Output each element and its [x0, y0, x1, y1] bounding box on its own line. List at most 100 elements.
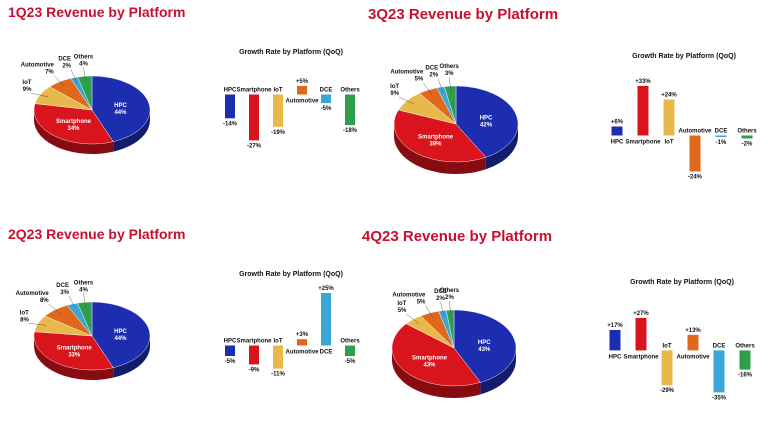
pie-leader-automotive	[48, 303, 61, 314]
bar-value-iot: +24%	[661, 93, 677, 99]
pie-label-hpc: HPC	[478, 340, 491, 346]
bar-value-smartphone: +27%	[633, 311, 649, 317]
growth-chart-1q23: Growth Rate by Platform (QoQ) -14% HPC -27%…	[212, 46, 362, 176]
pie-value-iot: 5%	[398, 308, 407, 314]
bar-others	[741, 135, 753, 139]
title-3q23: 3Q23 Revenue by Platform	[368, 6, 559, 23]
title-2q23: 2Q23 Revenue by Platform	[8, 226, 186, 242]
bar-dce	[713, 350, 725, 393]
pie-label-others: Others	[74, 54, 94, 60]
pie-slice-others	[77, 75, 93, 111]
growth-chart-3q23: Growth Rate by Platform (QoQ) +6% HPC +33% S…	[600, 50, 760, 190]
pie-value-iot: 8%	[20, 317, 29, 323]
pie-value-dce: 2%	[436, 296, 445, 302]
bar-dce	[715, 135, 727, 137]
growth-chart-title: Growth Rate by Platform (QoQ)	[632, 53, 736, 60]
pie-value-others: 4%	[79, 287, 88, 293]
pie-value-hpc: 44%	[114, 336, 127, 342]
pie-value-dce: 3%	[60, 290, 69, 296]
pie-value-dce: 2%	[429, 73, 438, 79]
pie-label-others: Others	[440, 64, 460, 70]
bar-iot	[273, 345, 283, 369]
bar-category-smartphone: Smartphone	[236, 88, 272, 94]
pie-value-automotive: 8%	[40, 298, 49, 304]
bar-hpc	[225, 94, 235, 119]
bar-smartphone	[249, 94, 259, 141]
pie-value-others: 3%	[445, 71, 454, 77]
pie-leader-iot	[399, 96, 415, 105]
bar-dce	[321, 293, 331, 346]
pie-value-automotive: 7%	[45, 69, 54, 75]
bar-category-iot: IoT	[274, 339, 283, 345]
pie-value-smartphone: 33%	[68, 352, 81, 358]
bar-dce	[321, 94, 331, 103]
pie-value-hpc: 44%	[114, 110, 127, 116]
bar-category-others: Others	[340, 88, 360, 94]
pie-leader-others	[83, 293, 87, 308]
pie-4q23: HPC 43% Smartphone 43% IoT 5% Automotive 5% DCE 2…	[388, 288, 523, 400]
pie-label-smartphone: Smartphone	[412, 356, 448, 362]
pie-leader-others	[449, 77, 452, 92]
pie-label-iot: IoT	[20, 310, 29, 316]
bar-category-automotive: Automotive	[679, 129, 713, 135]
bar-value-iot: -11%	[271, 372, 285, 378]
pie-value-automotive: 5%	[417, 299, 426, 305]
bar-value-iot: -19%	[271, 130, 286, 136]
bar-value-dce: -35%	[712, 395, 727, 401]
bar-value-smartphone: -27%	[247, 143, 262, 149]
pie-slice-smartphone	[33, 331, 114, 371]
pie-leader-iot	[406, 313, 420, 324]
bar-automotive	[689, 135, 701, 172]
pie-value-iot: 9%	[23, 87, 32, 93]
pie-label-automotive: Automotive	[21, 62, 55, 68]
pie-side-smartphone	[34, 336, 114, 380]
pie-slice-others	[77, 301, 93, 337]
pie-slice-hpc	[91, 75, 151, 142]
pie-slice-smartphone	[393, 109, 487, 163]
bar-hpc	[225, 345, 235, 356]
bar-value-iot: -29%	[660, 388, 675, 394]
bar-hpc	[609, 330, 621, 351]
bar-category-hpc: HPC	[609, 354, 622, 360]
bar-category-others: Others	[735, 343, 755, 349]
pie-leader-automotive	[425, 305, 434, 319]
pie-label-automotive: Automotive	[16, 291, 50, 297]
bar-value-hpc: -14%	[223, 121, 238, 127]
pie-side-hpc	[113, 110, 150, 152]
pie-slice-hpc	[91, 301, 151, 368]
pie-leader-dce	[440, 301, 445, 317]
bar-category-iot: IoT	[665, 140, 674, 146]
pie-label-dce: DCE	[425, 66, 438, 72]
bar-category-hpc: HPC	[611, 140, 624, 146]
bar-iot	[663, 99, 675, 136]
bar-category-iot: IoT	[274, 88, 283, 94]
bar-value-dce: +25%	[318, 286, 334, 292]
bar-iot	[273, 94, 283, 127]
bar-category-iot: IoT	[663, 343, 672, 349]
pie-slice-smartphone	[391, 323, 481, 387]
bar-value-dce: -5%	[321, 106, 332, 112]
bar-value-automotive: +3%	[296, 332, 309, 338]
pie-label-automotive: Automotive	[392, 292, 426, 298]
title-4q23: 4Q23 Revenue by Platform	[362, 228, 553, 245]
pie-slice-hpc	[455, 85, 519, 158]
pie-value-smartphone: 34%	[68, 126, 81, 132]
pie-leader-automotive	[423, 82, 433, 96]
bar-automotive	[687, 334, 699, 351]
pie-slice-hpc	[453, 309, 517, 383]
pie-label-smartphone: Smartphone	[56, 119, 92, 125]
pie-leader-automotive	[53, 75, 65, 87]
bar-category-automotive: Automotive	[286, 350, 320, 356]
bar-category-automotive: Automotive	[286, 99, 320, 105]
bar-value-automotive: +5%	[296, 79, 309, 85]
bar-category-hpc: HPC	[224, 88, 237, 94]
pie-value-smartphone: 39%	[429, 141, 442, 147]
bar-category-dce: DCE	[713, 343, 726, 349]
bar-others	[739, 350, 751, 370]
bar-category-dce: DCE	[320, 88, 333, 94]
pie-label-dce: DCE	[58, 56, 71, 62]
bar-value-smartphone: +33%	[635, 79, 651, 85]
bar-smartphone	[635, 318, 647, 351]
bar-hpc	[611, 126, 623, 136]
growth-chart-4q23: Growth Rate by Platform (QoQ) +17% HPC +27%…	[598, 276, 758, 418]
